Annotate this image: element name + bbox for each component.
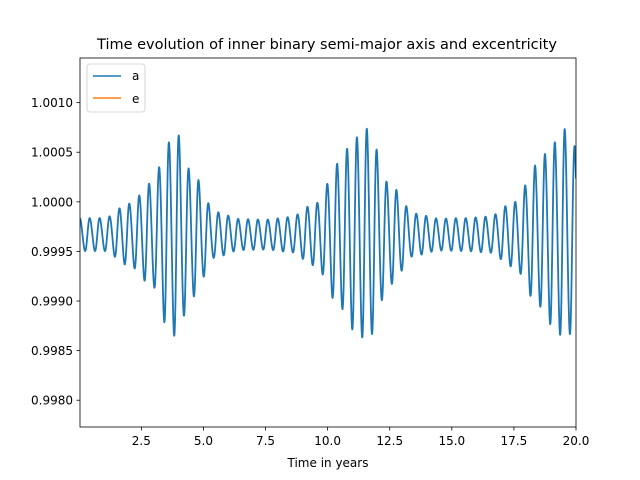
chart-title: Time evolution of inner binary semi-majo… (96, 37, 557, 53)
y-tick-label: 0.9995 (31, 245, 73, 259)
y-tick-label: 1.0010 (31, 96, 73, 110)
x-tick-label: 17.5 (501, 434, 528, 448)
series-group (80, 127, 576, 339)
x-tick-label: 7.5 (256, 434, 275, 448)
x-tick-label: 2.5 (132, 434, 151, 448)
x-axis-label: Time in years (287, 456, 369, 470)
series-line-a (80, 127, 576, 339)
plot-frame (79, 57, 577, 428)
x-tick-label: 10.0 (314, 434, 341, 448)
y-tick-label: 0.9985 (31, 344, 73, 358)
plot-background (80, 58, 576, 427)
legend: a e (86, 63, 146, 113)
x-tick-label: 5.0 (194, 434, 213, 448)
legend-label-a: a (132, 69, 139, 83)
y-axis: 0.9980 0.9985 0.9990 0.9995 1.0000 1.0005 1.00… (31, 96, 80, 408)
x-tick-label: 15.0 (438, 434, 465, 448)
x-axis: 2.5 5.0 7.5 10.0 12.5 15.0 17.5 20.0 (132, 427, 590, 448)
plot-area: 2.5 5.0 7.5 10.0 12.5 15.0 17.5 20.0 0.99800.99… (31, 57, 590, 448)
y-tick-label: 1.0005 (31, 146, 73, 160)
y-tick-label: 0.9990 (31, 295, 73, 309)
legend-label-e: e (132, 92, 139, 106)
y-tick-label: 0.9980 (31, 394, 73, 408)
y-tick-label: 1.0000 (31, 195, 73, 209)
x-tick-label: 20.0 (563, 434, 590, 448)
x-tick-label: 12.5 (376, 434, 403, 448)
